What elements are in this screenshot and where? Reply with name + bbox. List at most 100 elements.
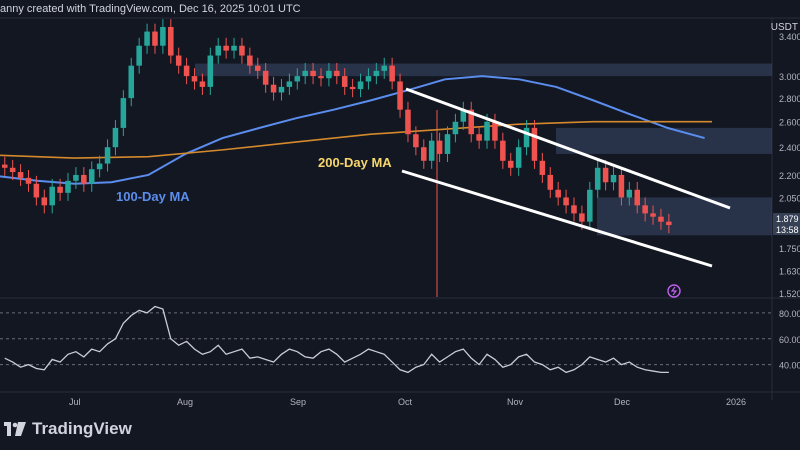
candle — [444, 134, 451, 154]
candle — [168, 26, 174, 56]
candle — [650, 213, 656, 217]
candle — [286, 81, 293, 87]
channel-lower — [401, 169, 713, 268]
candle — [642, 205, 648, 214]
price-tick-label: 2.6000 — [779, 118, 800, 128]
candle — [436, 140, 443, 154]
time-tick-label: Dec — [614, 397, 631, 407]
candle — [310, 70, 316, 77]
price-tick-label: 3.0000 — [779, 72, 800, 82]
candle — [571, 205, 577, 214]
candle — [460, 109, 467, 122]
candle — [81, 174, 87, 184]
ma100-annotation: 100-Day MA — [116, 189, 190, 204]
brand-name: TradingView — [32, 419, 132, 438]
candle — [128, 65, 135, 99]
price-tick-label: 2.8000 — [779, 94, 800, 104]
rsi-tick-label: 40.00 — [779, 361, 800, 371]
event-icon — [667, 284, 681, 298]
candle — [17, 172, 24, 178]
candle — [302, 70, 308, 77]
price-tick-label: 2.0500 — [779, 193, 800, 203]
candle — [334, 70, 340, 77]
candle — [49, 186, 55, 206]
last-price-box — [773, 213, 800, 225]
candle — [563, 197, 569, 206]
ma200-annotation: 200-Day MA — [318, 155, 392, 170]
price-tick-label: 1.5200 — [779, 289, 800, 299]
candle — [666, 221, 672, 226]
price-tick-label: 3.4000 — [779, 32, 800, 42]
supply-zone-2 — [556, 127, 772, 154]
candle — [389, 65, 395, 82]
time-tick-label: Oct — [398, 397, 413, 407]
candle — [175, 55, 182, 66]
candle — [160, 26, 166, 46]
channel-upper — [405, 87, 731, 210]
price-tick-label: 1.6300 — [779, 267, 800, 277]
candle — [547, 174, 554, 190]
ma200-line — [0, 120, 712, 159]
candle — [223, 45, 229, 51]
candle — [365, 76, 372, 82]
candle — [341, 76, 348, 87]
candle — [531, 127, 538, 161]
candle — [587, 189, 593, 222]
candle — [626, 189, 633, 198]
candle — [278, 86, 285, 93]
candle — [610, 174, 617, 183]
time-tick-label: 2026 — [726, 397, 746, 407]
candle — [183, 65, 190, 77]
candle — [539, 160, 546, 175]
candle — [373, 70, 380, 77]
candle — [428, 140, 435, 161]
rsi-tick-label: 80.00 — [779, 309, 800, 319]
candle — [452, 121, 459, 135]
candle — [73, 174, 79, 181]
candle — [9, 167, 16, 173]
candle — [112, 127, 119, 148]
candle — [421, 147, 427, 161]
lightning-icon — [670, 286, 678, 296]
rsi-tick-label: 60.00 — [779, 335, 800, 345]
countdown-label: 13:58 — [776, 225, 799, 235]
candle — [247, 55, 253, 66]
candle — [294, 76, 301, 82]
rsi-line — [4, 305, 669, 374]
time-tick-label: Aug — [177, 397, 193, 407]
candle — [515, 147, 522, 168]
candle — [555, 189, 561, 198]
candle — [405, 109, 411, 135]
candle — [152, 31, 158, 46]
countdown-box — [773, 224, 800, 236]
candle — [413, 134, 419, 148]
candle — [136, 45, 142, 66]
price-tick-label: 2.4000 — [779, 143, 800, 153]
candle — [65, 180, 71, 193]
brand-logo[interactable]: TradingView — [4, 419, 132, 439]
candle — [618, 174, 625, 198]
chart-header: anny created with TradingView.com, Dec 1… — [0, 3, 301, 15]
candle — [270, 84, 277, 93]
candle — [57, 186, 63, 193]
price-tick-label: 1.7500 — [779, 244, 800, 254]
candle — [468, 109, 474, 135]
candle — [239, 45, 245, 56]
candle — [144, 31, 150, 46]
candle — [215, 45, 221, 56]
candle — [602, 167, 609, 183]
candle — [658, 216, 664, 222]
supply-zone-1 — [195, 63, 772, 77]
symbol-label[interactable]: USDT — [770, 22, 798, 33]
time-tick-label: Jul — [69, 397, 81, 407]
tradingview-icon — [4, 422, 26, 436]
candle — [500, 140, 506, 161]
candle — [199, 81, 206, 87]
ma100-line — [0, 75, 705, 185]
candle — [318, 76, 324, 79]
candle — [476, 134, 482, 141]
candle — [25, 177, 32, 184]
candle — [523, 127, 530, 148]
